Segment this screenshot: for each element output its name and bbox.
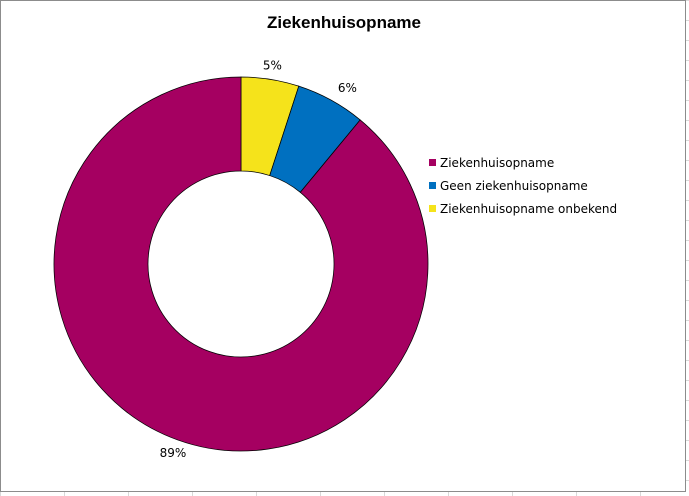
slices-group [53, 76, 429, 452]
data-labels-group: 5% 6% 89% [160, 58, 357, 460]
data-label-ziekenhuisopname: 89% [160, 446, 187, 460]
data-label-geen-ziekenhuisopname: 6% [338, 81, 357, 95]
legend-swatch-geen-ziekenhuisopname [429, 182, 436, 189]
legend-item-ziekenhuisopname: Ziekenhuisopname [429, 154, 617, 177]
slice-ziekenhuisopname[interactable] [53, 76, 429, 452]
legend[interactable]: Ziekenhuisopname Geen ziekenhuisopname Z… [429, 154, 617, 223]
legend-item-ziekenhuisopname-onbekend: Ziekenhuisopname onbekend [429, 200, 617, 223]
legend-swatch-ziekenhuisopname [429, 159, 436, 166]
legend-label-geen-ziekenhuisopname: Geen ziekenhuisopname [440, 179, 588, 193]
data-label-ziekenhuisopname-onbekend: 5% [263, 58, 282, 72]
chart-title: Ziekenhuisopname [267, 13, 421, 32]
legend-item-geen-ziekenhuisopname: Geen ziekenhuisopname [429, 177, 617, 200]
legend-swatch-ziekenhuisopname-onbekend [429, 205, 436, 212]
legend-label-ziekenhuisopname-onbekend: Ziekenhuisopname onbekend [440, 202, 618, 216]
legend-label-ziekenhuisopname: Ziekenhuisopname [440, 156, 555, 170]
